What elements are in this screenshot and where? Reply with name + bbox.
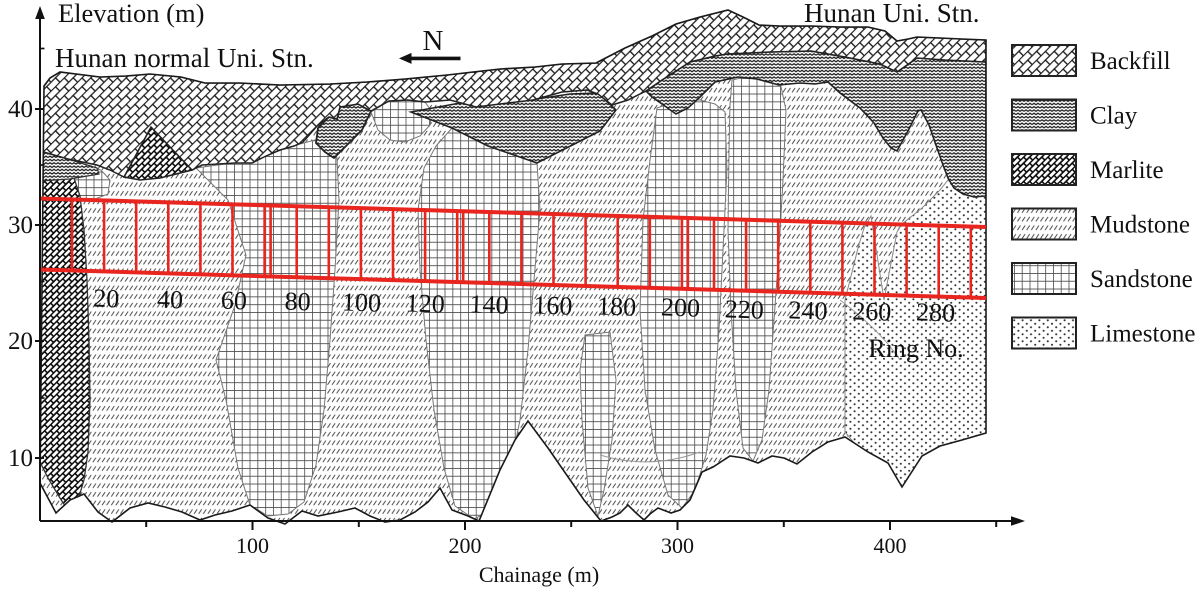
svg-text:300: 300 (661, 533, 694, 558)
svg-text:Clay: Clay (1090, 103, 1138, 130)
svg-text:260: 260 (852, 296, 892, 326)
svg-text:200: 200 (661, 292, 701, 322)
svg-text:Marlite: Marlite (1090, 157, 1164, 184)
svg-text:100: 100 (236, 533, 269, 558)
svg-text:Hunan normal Uni. Stn.: Hunan normal Uni. Stn. (55, 43, 314, 73)
svg-text:240: 240 (788, 295, 828, 325)
svg-text:Mudstone: Mudstone (1090, 212, 1190, 239)
svg-text:N: N (423, 25, 444, 57)
svg-text:Chainage (m): Chainage (m) (479, 562, 599, 587)
svg-text:Limestone: Limestone (1090, 321, 1196, 348)
svg-text:400: 400 (874, 533, 907, 558)
svg-text:120: 120 (405, 288, 445, 318)
svg-text:Hunan Uni. Stn.: Hunan Uni. Stn. (804, 0, 980, 28)
svg-text:140: 140 (469, 289, 509, 319)
svg-text:40: 40 (8, 96, 33, 123)
svg-text:280: 280 (916, 297, 956, 327)
svg-text:20: 20 (93, 284, 120, 314)
svg-text:80: 80 (284, 287, 311, 317)
svg-text:Elevation (m): Elevation (m) (58, 0, 204, 28)
svg-text:180: 180 (597, 291, 637, 321)
svg-text:160: 160 (533, 290, 573, 320)
svg-text:Ring No.: Ring No. (868, 334, 963, 363)
svg-text:100: 100 (341, 287, 381, 317)
svg-text:20: 20 (8, 328, 33, 355)
svg-text:10: 10 (8, 445, 33, 472)
svg-text:30: 30 (8, 212, 33, 239)
svg-text:200: 200 (449, 533, 482, 558)
svg-text:40: 40 (157, 285, 184, 315)
svg-text:Backfill: Backfill (1090, 48, 1171, 75)
svg-text:Sandstone: Sandstone (1090, 266, 1193, 293)
svg-text:60: 60 (220, 286, 247, 316)
svg-text:220: 220 (724, 294, 764, 324)
